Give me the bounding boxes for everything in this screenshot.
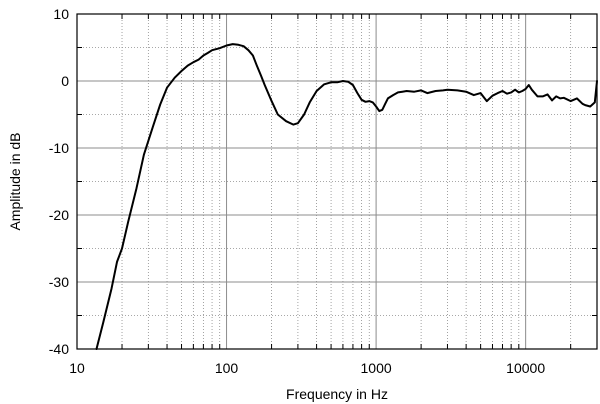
- y-tick-label: -30: [49, 274, 69, 290]
- y-tick-label: 0: [61, 73, 69, 89]
- x-tick-label: 1000: [361, 360, 392, 376]
- x-tick-label: 10: [69, 360, 85, 376]
- y-tick-label: -10: [49, 140, 69, 156]
- x-tick-label: 100: [215, 360, 239, 376]
- y-tick-label: -20: [49, 207, 69, 223]
- x-axis-title: Frequency in Hz: [286, 386, 388, 402]
- amplitude-response-line: [95, 43, 598, 350]
- x-tick-label: 10000: [506, 360, 545, 376]
- y-tick-label: 10: [53, 6, 69, 22]
- y-axis-title: Amplitude in dB: [7, 132, 23, 230]
- grid-layer: [77, 14, 598, 349]
- plot-frame: [76, 13, 598, 350]
- y-tick-label: -40: [49, 341, 69, 357]
